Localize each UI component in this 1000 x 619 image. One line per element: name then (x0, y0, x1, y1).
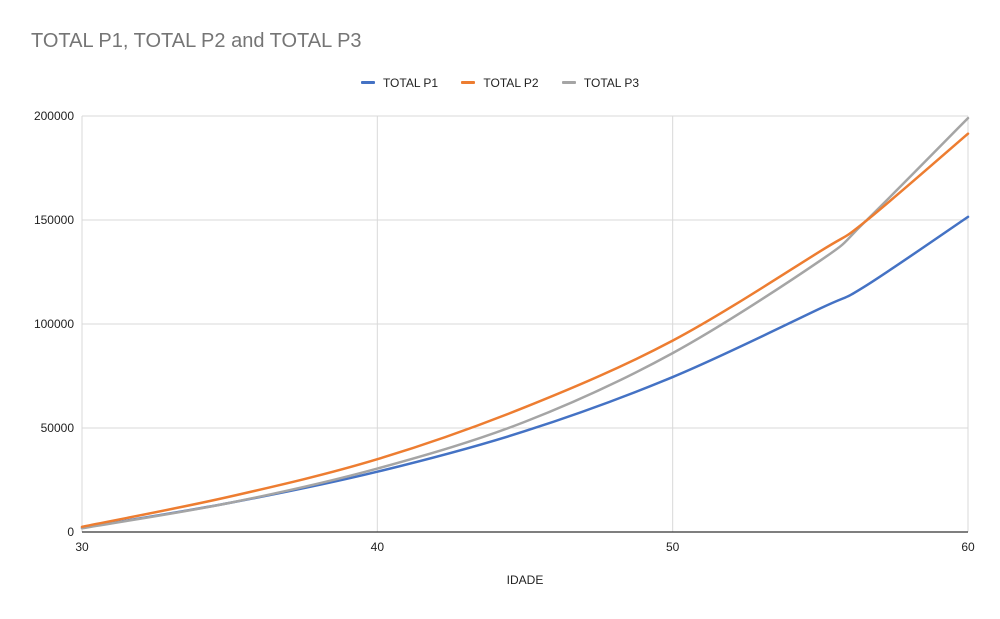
series-line-total-p3 (80, 116, 970, 530)
legend-item-p3: TOTAL P3 (561, 75, 640, 90)
legend: TOTAL P1 TOTAL P2 TOTAL P3 (0, 73, 1000, 90)
legend-swatch-p1 (360, 81, 375, 84)
legend-label-p1: TOTAL P1 (382, 75, 439, 90)
legend-label-p3: TOTAL P3 (583, 75, 640, 90)
y-tick-label: 100000 (34, 317, 74, 331)
legend-swatch-p2 (461, 81, 476, 84)
x-axis-label: IDADE (507, 573, 544, 587)
x-tick-label: 60 (961, 540, 975, 554)
series-line-total-p1 (80, 215, 970, 530)
legend-item-p1: TOTAL P1 (360, 75, 439, 90)
x-tick-label: 30 (75, 540, 89, 554)
x-tick-label: 40 (371, 540, 385, 554)
chart-title: TOTAL P1, TOTAL P2 and TOTAL P3 (31, 30, 362, 52)
y-tick-label: 50000 (41, 421, 75, 435)
legend-item-p2: TOTAL P2 (461, 75, 539, 90)
x-tick-label: 50 (666, 540, 680, 554)
y-tick-label: 0 (67, 525, 74, 539)
legend-swatch-p3 (561, 81, 576, 84)
y-tick-label: 150000 (34, 213, 74, 227)
series-line-total-p2 (80, 132, 970, 529)
y-tick-label: 200000 (34, 109, 74, 123)
legend-label-p2: TOTAL P2 (483, 75, 539, 90)
